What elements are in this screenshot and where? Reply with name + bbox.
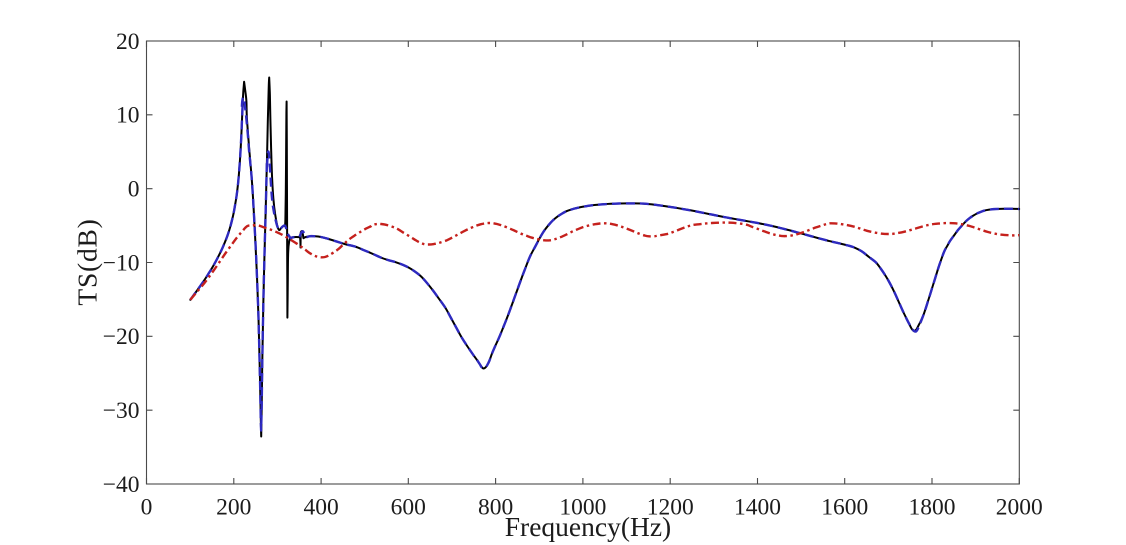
svg-text:1000: 1000 [559,495,606,521]
svg-text:1600: 1600 [821,495,868,521]
svg-text:−40: −40 [103,472,140,498]
svg-text:400: 400 [303,495,338,521]
svg-text:600: 600 [391,495,426,521]
svg-text:0: 0 [128,177,140,203]
svg-text:Frequency(Hz): Frequency(Hz) [505,511,671,542]
svg-text:−20: −20 [103,324,140,350]
svg-text:TS(dB): TS(dB) [72,218,103,305]
svg-text:10: 10 [116,103,140,129]
svg-text:0: 0 [141,495,153,521]
svg-text:2000: 2000 [996,495,1043,521]
svg-text:1400: 1400 [734,495,781,521]
svg-text:200: 200 [216,495,251,521]
svg-text:−30: −30 [103,398,140,424]
svg-text:−10: −10 [103,250,140,276]
svg-text:800: 800 [478,495,513,521]
svg-text:1200: 1200 [647,495,694,521]
svg-text:1800: 1800 [909,495,956,521]
svg-text:20: 20 [116,29,140,55]
